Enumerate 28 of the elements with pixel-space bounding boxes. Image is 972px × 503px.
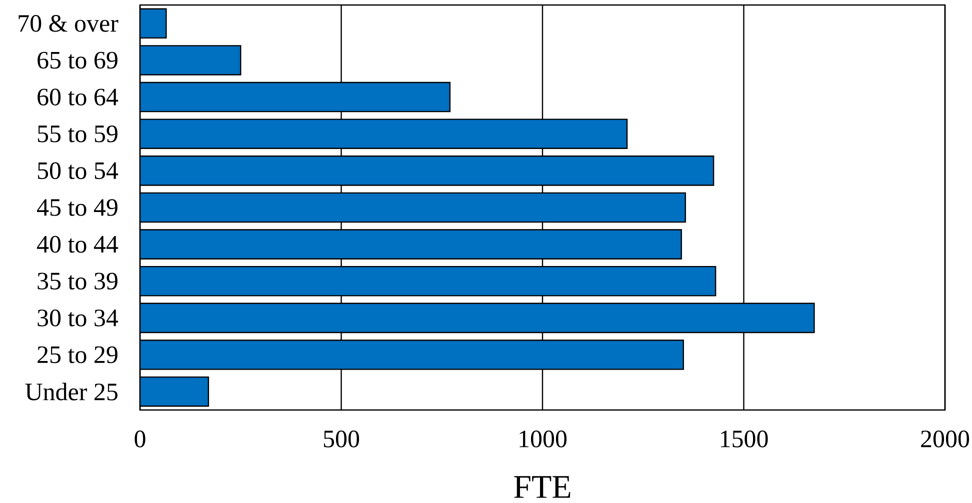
bar	[140, 302, 815, 334]
bar	[140, 266, 716, 296]
bar	[140, 118, 628, 149]
x-axis-title: FTE	[514, 476, 570, 498]
bar	[140, 376, 210, 407]
x-tick-label: 1500	[720, 430, 768, 448]
y-tick-label: 35 to 39	[38, 272, 118, 290]
y-tick-label: 25 to 29	[38, 346, 118, 364]
x-tick-label: 500	[324, 430, 360, 448]
bar	[140, 340, 684, 370]
y-tick-label: 55 to 59	[38, 125, 118, 142]
bar	[140, 156, 714, 186]
y-tick-label: 50 to 54	[38, 162, 118, 180]
y-tick-label: 70 & over	[18, 14, 118, 32]
y-tick-label: 30 to 34	[38, 310, 118, 326]
x-tick-label: 2000	[921, 430, 970, 448]
bar	[140, 229, 682, 260]
y-tick-label: 60 to 64	[38, 88, 118, 106]
x-tick-label: 1000	[520, 430, 567, 448]
x-tick-label: 0	[134, 430, 146, 448]
bar	[140, 192, 686, 223]
y-tick-label: 65 to 69	[38, 52, 118, 69]
bar	[140, 45, 242, 76]
y-tick-label: 40 to 44	[37, 236, 118, 253]
bar	[140, 8, 167, 39]
y-tick-label: 45 to 49	[37, 199, 118, 216]
bar	[140, 82, 451, 112]
y-tick-label: Under 25	[25, 382, 118, 400]
